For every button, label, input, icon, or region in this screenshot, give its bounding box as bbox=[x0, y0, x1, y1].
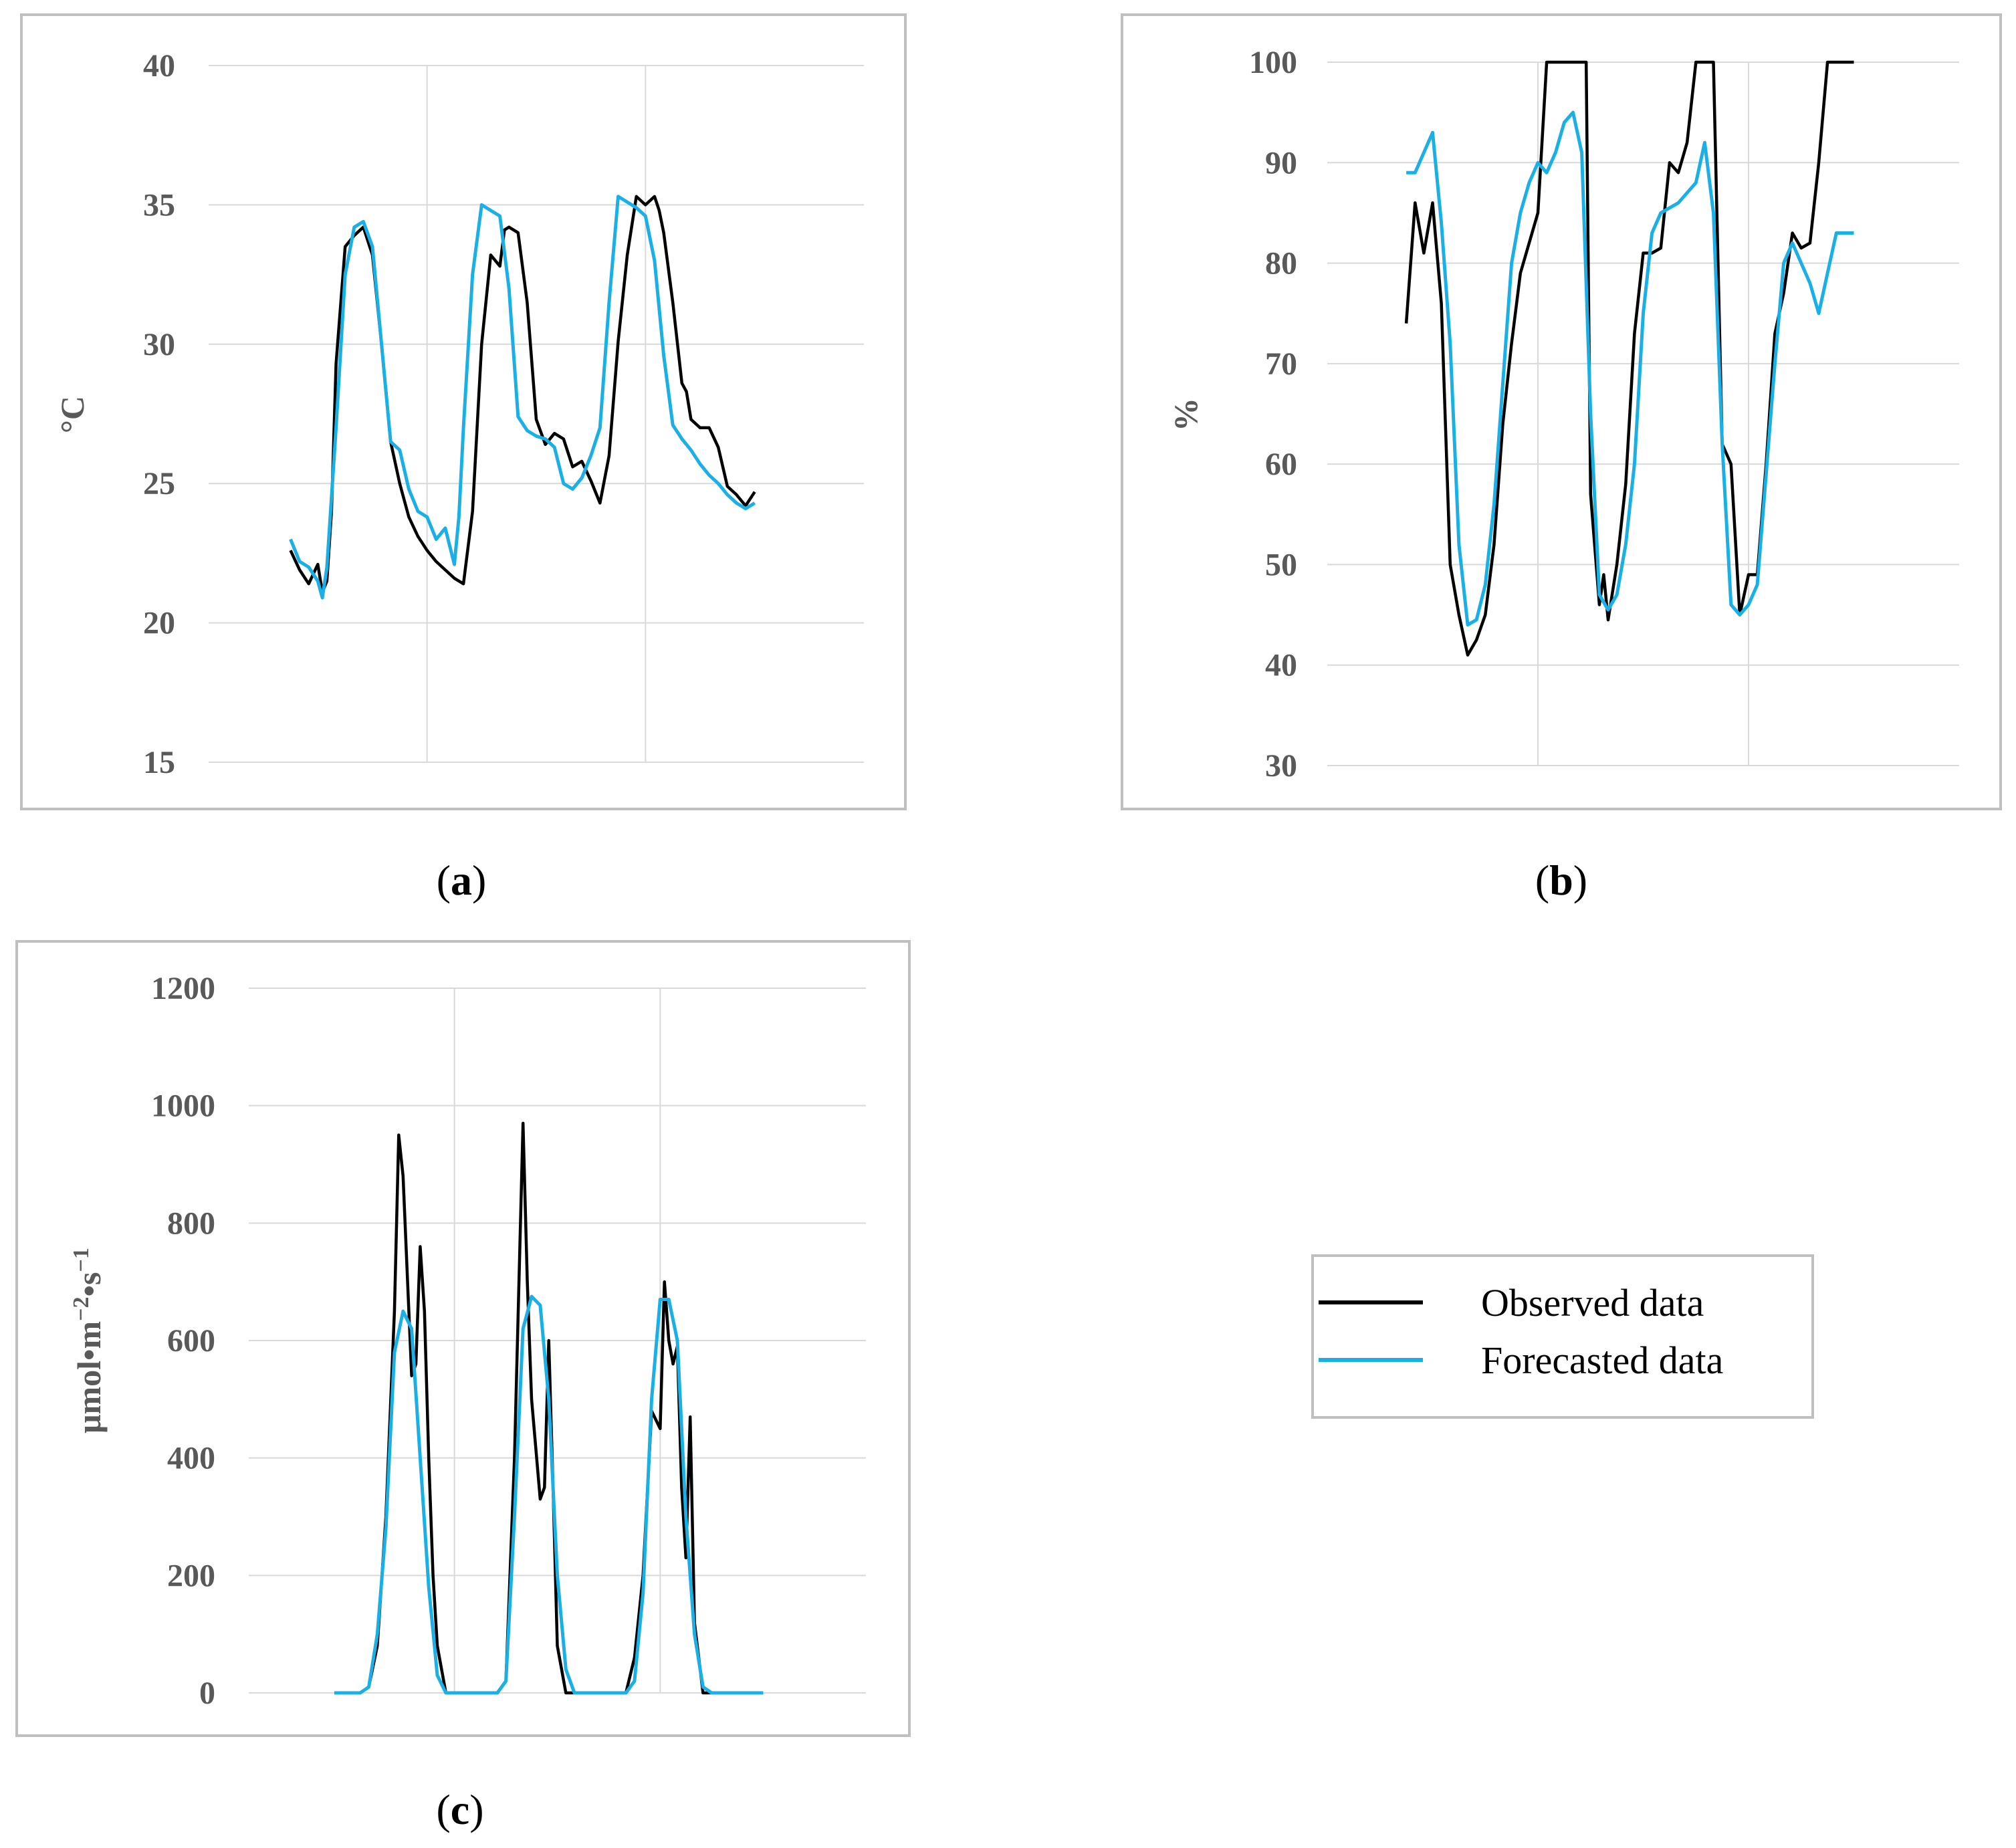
panel-c-frame bbox=[15, 940, 911, 1737]
ytick-label-b-80: 80 bbox=[1265, 246, 1297, 281]
series-b-forecasted bbox=[1406, 110, 1854, 627]
ytick-label-c-1200: 1200 bbox=[151, 971, 215, 1006]
ytick-label-b-30: 30 bbox=[1265, 748, 1297, 784]
panel-b-frame bbox=[1121, 13, 2002, 810]
panel-label-c: (c) bbox=[436, 1786, 483, 1833]
series-a-forecasted bbox=[289, 195, 756, 600]
ytick-label-c-800: 800 bbox=[167, 1205, 215, 1241]
ytick-label-c-400: 400 bbox=[167, 1441, 215, 1476]
ytick-label-b-90: 90 bbox=[1265, 145, 1297, 181]
ytick-label-c-600: 600 bbox=[167, 1323, 215, 1359]
ytick-label-b-70: 70 bbox=[1265, 346, 1297, 382]
ytick-label-a-40: 40 bbox=[143, 48, 175, 84]
series-a-observed bbox=[289, 195, 756, 594]
ytick-label-b-40: 40 bbox=[1265, 648, 1297, 683]
chart-b: 30 40 50 60 70 80 90 100% bbox=[1167, 45, 1959, 784]
ytick-label-a-25: 25 bbox=[143, 466, 175, 501]
legend-forecasted-label: Forecasted data bbox=[1481, 1339, 1723, 1382]
panel-label-a: (a) bbox=[437, 856, 487, 904]
ytick-label-c-1000: 1000 bbox=[151, 1088, 215, 1124]
legend-frame bbox=[1311, 1254, 1814, 1419]
legend-observed-label: Observed data bbox=[1481, 1281, 1704, 1324]
chart-a: 15 20 25 30 35 40 °C bbox=[53, 48, 864, 780]
ytick-label-c-0: 0 bbox=[199, 1676, 215, 1711]
ytick-label-c-200: 200 bbox=[167, 1558, 215, 1593]
ytick-label-a-30: 30 bbox=[143, 327, 175, 362]
ylabel-c: μmol•m−2•s−1 bbox=[69, 1248, 108, 1433]
ytick-label-a-15: 15 bbox=[143, 745, 175, 780]
legend: Observed data Forecasted data bbox=[1311, 1254, 1814, 1419]
series-c-forecasted bbox=[334, 1294, 764, 1695]
ytick-label-b-100: 100 bbox=[1249, 45, 1297, 80]
ytick-label-b-60: 60 bbox=[1265, 447, 1297, 482]
ylabel-b: % bbox=[1167, 398, 1204, 431]
series-b-observed bbox=[1404, 60, 1854, 657]
ytick-label-b-50: 50 bbox=[1265, 547, 1297, 582]
ylabel-a: °C bbox=[53, 396, 91, 433]
panel-a-frame bbox=[20, 13, 907, 810]
panel-label-b: (b) bbox=[1535, 856, 1587, 904]
ytick-label-a-20: 20 bbox=[143, 606, 175, 641]
chart-c: 0 200 400 600 800 1000 1200 μmol•m−2•s−1 bbox=[69, 971, 866, 1711]
series-c-observed bbox=[334, 1121, 764, 1695]
ytick-label-a-35: 35 bbox=[143, 187, 175, 223]
